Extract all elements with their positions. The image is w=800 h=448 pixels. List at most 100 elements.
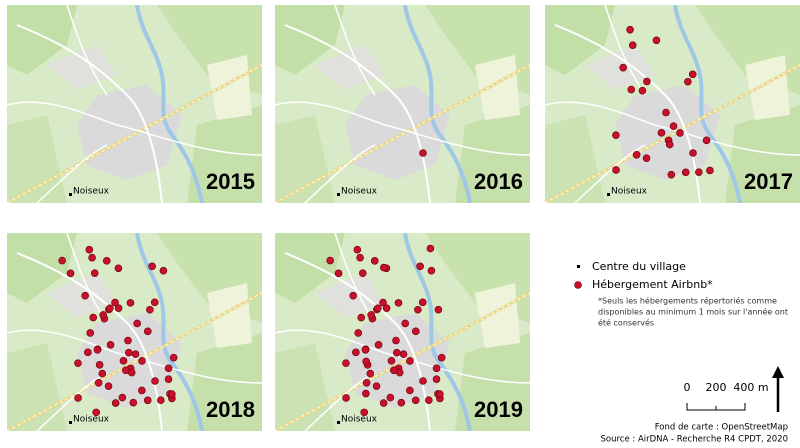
legend: Centre du village Hébergement Airbnb* *S… (574, 260, 788, 328)
airbnb-point (669, 122, 678, 131)
airbnb-point (392, 348, 401, 357)
airbnb-point (124, 348, 133, 357)
airbnb-point (157, 396, 165, 404)
airbnb-point (434, 305, 443, 314)
airbnb-point (419, 377, 427, 385)
airbnb-point (90, 269, 99, 277)
year-label: 2016 (474, 169, 523, 194)
airbnb-point (119, 357, 128, 365)
airbnb-point (84, 348, 92, 357)
legend-note: disponibles au minimum 1 mois sur l'anné… (598, 307, 788, 317)
place-label: Noiseux (73, 187, 110, 197)
airbnb-point (58, 256, 66, 265)
airbnb-point (665, 140, 674, 149)
legend-note: *Seuls les hébergements répertoriés comm… (598, 296, 777, 306)
airbnb-point (358, 269, 367, 277)
airbnb-point (146, 305, 154, 314)
airbnb-point (426, 244, 435, 253)
village-center (337, 193, 340, 196)
airbnb-point (86, 329, 95, 337)
airbnb-point (126, 299, 135, 307)
airbnb-point (662, 108, 670, 117)
airbnb-point (74, 394, 82, 402)
map-panel: Noiseux 2017 (545, 5, 800, 203)
airbnb-point (168, 390, 176, 398)
airbnb-point (626, 25, 634, 34)
airbnb-point (397, 398, 406, 407)
airbnb-point (118, 393, 127, 402)
legend-item: Hébergement Airbnb* (592, 278, 713, 291)
place-label: Noiseux (341, 187, 378, 197)
airbnb-point (129, 398, 138, 407)
airbnb-point (98, 369, 107, 378)
airbnb-point (374, 304, 382, 313)
airbnb-point (342, 394, 350, 402)
airbnb-point (652, 36, 661, 45)
airbnb-point (432, 375, 441, 383)
airbnb-point (370, 257, 379, 265)
airbnb-point (356, 253, 364, 262)
airbnb-point (133, 319, 142, 328)
airbnb-point (111, 399, 120, 407)
airbnb-point (352, 348, 360, 357)
airbnb-point (437, 353, 446, 362)
year-label: 2015 (206, 169, 255, 194)
airbnb-point (638, 86, 647, 95)
airbnb-point (138, 357, 146, 365)
legend-note: été conservés (598, 318, 654, 328)
airbnb-point (334, 269, 343, 278)
airbnb-point (93, 345, 102, 354)
airbnb-point (379, 298, 387, 307)
airbnb-point (354, 329, 363, 337)
airbnb-point (392, 336, 400, 345)
airbnb-point (362, 378, 371, 387)
map-panel: Noiseux 2019 (275, 233, 530, 431)
airbnb-point (361, 345, 370, 354)
airbnb-point (628, 41, 637, 49)
map-panel: Noiseux 2018 (7, 233, 262, 431)
airbnb-point (111, 298, 119, 307)
airbnb-point (102, 257, 111, 265)
airbnb-point (401, 319, 410, 328)
airbnb-point (148, 262, 156, 271)
airbnb-point (169, 353, 178, 362)
airbnb-point (164, 375, 173, 383)
year-label: 2019 (474, 397, 523, 422)
airbnb-point (99, 311, 107, 319)
airbnb-point (667, 170, 676, 179)
airbnb-point (124, 336, 132, 345)
place-label: Noiseux (341, 415, 378, 425)
airbnb-point (367, 311, 375, 319)
airbnb-point (143, 396, 152, 405)
airbnb-point (688, 70, 697, 79)
airbnb-point (81, 291, 89, 300)
airbnb-point (66, 269, 75, 278)
airbnb-point (150, 298, 159, 307)
airbnb-point (689, 149, 697, 157)
place-label: Noiseux (73, 415, 110, 425)
legend-item: Centre du village (592, 260, 686, 273)
map-panels: Noiseux 2015 Noiseux 2016 Noiseux 2017Noiseux… (7, 5, 800, 431)
airbnb-point (374, 341, 383, 349)
airbnb-point (612, 131, 620, 139)
airbnb-point (357, 313, 366, 322)
scale-label: 0 (684, 381, 691, 394)
airbnb-point (427, 266, 436, 275)
airbnb-point (159, 266, 168, 275)
airbnb-point (394, 299, 403, 307)
airbnb-point (432, 364, 441, 373)
airbnb-point (92, 408, 101, 417)
airbnb-point (702, 136, 711, 145)
airbnb-point (360, 408, 369, 417)
airbnb-point (131, 350, 140, 359)
airbnb-symbol (574, 281, 582, 289)
airbnb-point (106, 304, 114, 313)
airbnb-point (122, 366, 130, 375)
village-center (337, 421, 340, 424)
airbnb-point (114, 264, 123, 273)
airbnb-point (88, 253, 96, 262)
airbnb-point (695, 168, 703, 176)
airbnb-point (95, 361, 104, 369)
airbnb-point (642, 154, 651, 162)
